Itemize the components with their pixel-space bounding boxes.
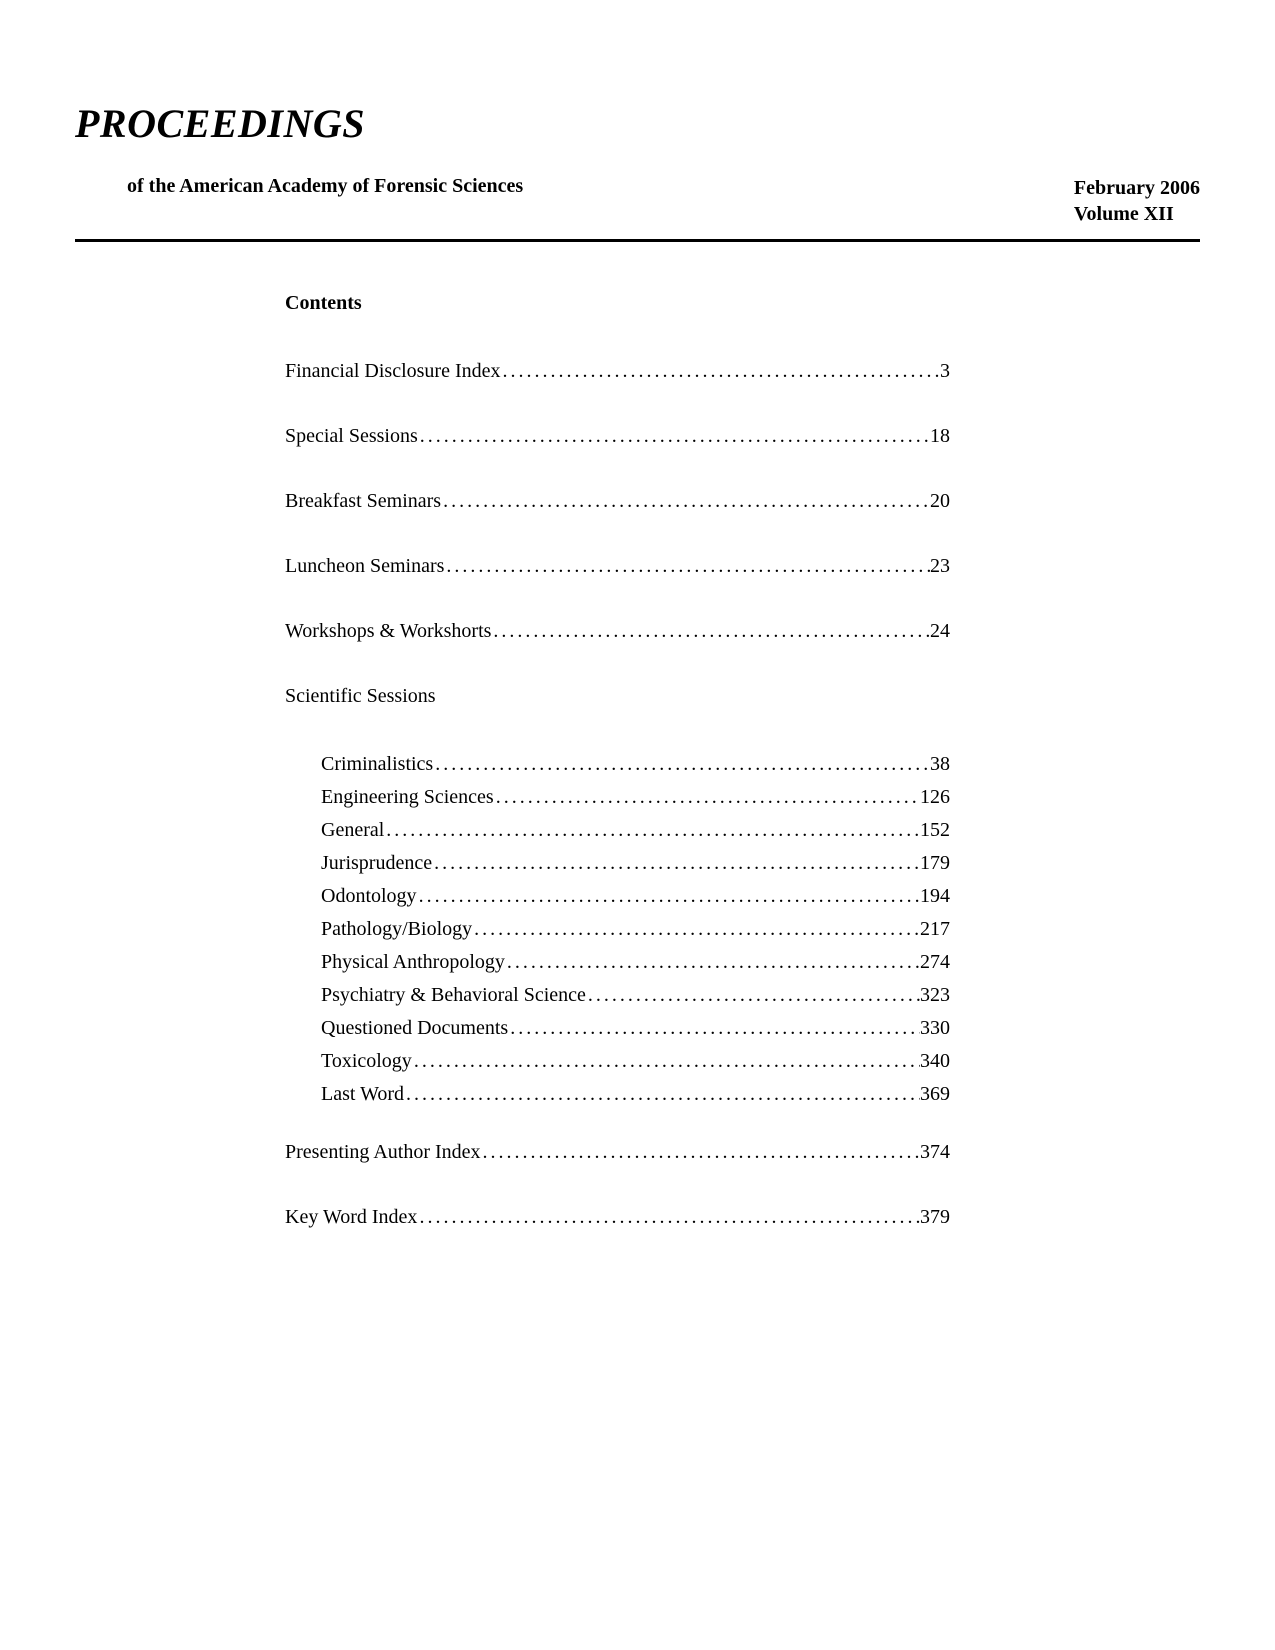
scientific-sessions-heading: Scientific Sessions xyxy=(285,685,950,708)
toc-label: Workshops & Workshorts xyxy=(285,620,491,643)
toc-label: Key Word Index xyxy=(285,1206,417,1229)
toc-label: Special Sessions xyxy=(285,425,418,448)
toc-sub-entry: Toxicology .............................… xyxy=(285,1050,950,1073)
organization-subtitle: of the American Academy of Forensic Scie… xyxy=(127,175,523,198)
toc-dots: ........................................… xyxy=(418,425,930,448)
toc-dots: ........................................… xyxy=(441,490,930,513)
header-divider xyxy=(75,239,1200,242)
toc-dots: ........................................… xyxy=(501,360,941,383)
toc-label: Toxicology xyxy=(321,1050,412,1073)
toc-entry: Luncheon Seminars ......................… xyxy=(285,555,950,578)
toc-dots: ........................................… xyxy=(586,984,920,1007)
toc-label: Pathology/Biology xyxy=(321,918,472,941)
toc-page: 274 xyxy=(920,951,950,974)
toc-sub-entry: Jurisprudence ..........................… xyxy=(285,852,950,875)
toc-entry: Breakfast Seminars .....................… xyxy=(285,490,950,513)
toc-label: Criminalistics xyxy=(321,753,433,776)
toc-entry: Workshops & Workshorts .................… xyxy=(285,620,950,643)
toc-entry: Special Sessions .......................… xyxy=(285,425,950,448)
table-of-contents: Contents Financial Disclosure Index ....… xyxy=(75,292,950,1229)
toc-sub-entry: Physical Anthropology ..................… xyxy=(285,951,950,974)
toc-page: 20 xyxy=(930,490,950,513)
toc-dots: ........................................… xyxy=(491,620,930,643)
issue-volume: Volume XII xyxy=(1074,201,1200,227)
toc-page: 374 xyxy=(920,1141,950,1164)
toc-page: 340 xyxy=(920,1050,950,1073)
toc-page: 369 xyxy=(920,1083,950,1106)
toc-label: Jurisprudence xyxy=(321,852,432,875)
toc-dots: ........................................… xyxy=(508,1017,920,1040)
toc-entry: Financial Disclosure Index .............… xyxy=(285,360,950,383)
toc-page: 194 xyxy=(920,885,950,908)
toc-sub-entry: Engineering Sciences ...................… xyxy=(285,786,950,809)
subtitle-row: of the American Academy of Forensic Scie… xyxy=(75,175,1200,227)
toc-dots: ........................................… xyxy=(417,885,920,908)
toc-dots: ........................................… xyxy=(384,819,920,842)
toc-label: Questioned Documents xyxy=(321,1017,508,1040)
toc-label: Financial Disclosure Index xyxy=(285,360,501,383)
toc-dots: ........................................… xyxy=(505,951,920,974)
toc-label: Luncheon Seminars xyxy=(285,555,444,578)
toc-page: 38 xyxy=(930,753,950,776)
toc-sub-entry: Criminalistics .........................… xyxy=(285,753,950,776)
toc-sub-entry: Pathology/Biology ......................… xyxy=(285,918,950,941)
toc-sub-entries: Criminalistics .........................… xyxy=(285,753,950,1106)
issue-info: February 2006 Volume XII xyxy=(1074,175,1200,227)
main-title: PROCEEDINGS xyxy=(75,100,1200,147)
toc-page: 330 xyxy=(920,1017,950,1040)
toc-dots: ........................................… xyxy=(412,1050,920,1073)
toc-dots: ........................................… xyxy=(494,786,920,809)
toc-entry: Presenting Author Index ................… xyxy=(285,1141,950,1164)
toc-page: 3 xyxy=(940,360,950,383)
toc-dots: ........................................… xyxy=(433,753,930,776)
toc-label: Breakfast Seminars xyxy=(285,490,441,513)
toc-page: 217 xyxy=(920,918,950,941)
toc-label: Odontology xyxy=(321,885,417,908)
toc-label: General xyxy=(321,819,384,842)
toc-main-entries: Financial Disclosure Index .............… xyxy=(285,360,950,643)
toc-page: 379 xyxy=(920,1206,950,1229)
toc-label: Psychiatry & Behavioral Science xyxy=(321,984,586,1007)
page-header: PROCEEDINGS of the American Academy of F… xyxy=(75,100,1200,227)
toc-dots: ........................................… xyxy=(472,918,920,941)
toc-page: 323 xyxy=(920,984,950,1007)
toc-dots: ........................................… xyxy=(404,1083,920,1106)
toc-page: 23 xyxy=(930,555,950,578)
toc-entry: Key Word Index .........................… xyxy=(285,1206,950,1229)
toc-sub-entry: Questioned Documents ...................… xyxy=(285,1017,950,1040)
toc-sub-entry: Last Word ..............................… xyxy=(285,1083,950,1106)
contents-heading: Contents xyxy=(285,292,950,315)
toc-label: Physical Anthropology xyxy=(321,951,505,974)
toc-page: 126 xyxy=(920,786,950,809)
toc-sub-entry: Odontology .............................… xyxy=(285,885,950,908)
toc-dots: ........................................… xyxy=(481,1141,920,1164)
toc-page: 179 xyxy=(920,852,950,875)
issue-date: February 2006 xyxy=(1074,175,1200,201)
toc-end-entries: Presenting Author Index ................… xyxy=(285,1141,950,1229)
toc-dots: ........................................… xyxy=(417,1206,920,1229)
toc-label: Presenting Author Index xyxy=(285,1141,481,1164)
toc-page: 152 xyxy=(920,819,950,842)
toc-label: Last Word xyxy=(321,1083,404,1106)
toc-dots: ........................................… xyxy=(444,555,930,578)
toc-sub-entry: Psychiatry & Behavioral Science ........… xyxy=(285,984,950,1007)
toc-page: 24 xyxy=(930,620,950,643)
toc-dots: ........................................… xyxy=(432,852,920,875)
toc-label: Engineering Sciences xyxy=(321,786,494,809)
toc-sub-entry: General ................................… xyxy=(285,819,950,842)
toc-page: 18 xyxy=(930,425,950,448)
